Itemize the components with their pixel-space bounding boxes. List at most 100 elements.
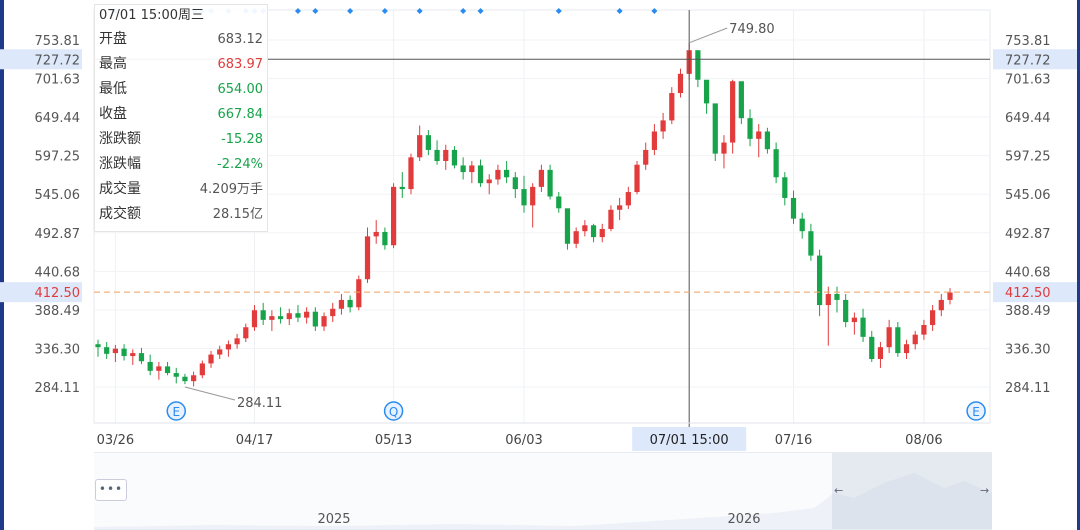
y-tick-label: 492.87: [35, 227, 81, 242]
candle-body: [538, 169, 544, 187]
candle-body: [295, 313, 301, 318]
candle-body: [225, 344, 232, 350]
crosshair-price-tag-right: [993, 49, 1077, 70]
event-diamond-icon: [416, 8, 423, 14]
x-axis: 03/26 04/17 05/13 06/03 07/16 08/06: [94, 422, 990, 448]
candle-body: [912, 334, 918, 345]
candle-body: [834, 293, 840, 300]
time-navigator[interactable]: ← → 2025 2026: [94, 452, 992, 530]
candle-body: [521, 189, 527, 206]
candle-body: [825, 293, 831, 306]
candle-body: [608, 209, 614, 229]
info-value: 28.15亿: [212, 207, 263, 222]
info-value: 683.12: [217, 32, 264, 47]
candle-body: [738, 81, 744, 119]
navigator-mini-chart: ← → 2025 2026: [94, 453, 992, 529]
candle-body: [877, 347, 884, 360]
info-label: 最高: [99, 56, 127, 72]
range-handle-right[interactable]: →: [980, 484, 989, 497]
candle-body: [590, 225, 597, 238]
candle-series: [95, 42, 953, 387]
crosshair-price-tag-left: [0, 49, 82, 70]
info-row: 收盘 667.84: [95, 102, 267, 127]
crosshair-price-label: 727.72: [35, 53, 81, 68]
event-diamond-icon: [312, 8, 319, 14]
candle-body: [269, 316, 275, 320]
candle-body: [364, 236, 371, 280]
range-handle-left[interactable]: ←: [834, 484, 843, 497]
y-tick-label: 440.68: [1005, 265, 1051, 280]
info-value: 654.00: [217, 82, 264, 97]
candle-body: [417, 135, 423, 158]
y-tick-label: 597.25: [1005, 150, 1051, 165]
event-diamond-icon: [651, 8, 658, 14]
candle-body: [703, 79, 710, 104]
candle-body: [582, 225, 588, 232]
candle-body: [573, 231, 579, 244]
candle-body: [443, 149, 449, 162]
info-value: -2.24%: [217, 157, 263, 172]
candle-body: [816, 255, 823, 306]
candle-body: [390, 186, 397, 246]
candle-body: [312, 311, 318, 327]
event-diamond-icon: [294, 8, 301, 14]
candle-body: [756, 131, 762, 139]
y-tick-label: 284.11: [1005, 381, 1051, 396]
event-letter: Q: [389, 405, 398, 419]
candle-body: [138, 353, 145, 362]
candle-body: [564, 208, 571, 244]
info-datetime: 07/01 15:00周三: [99, 8, 205, 23]
event-circle-icon: [166, 401, 186, 421]
info-label: 涨跌幅: [99, 156, 141, 172]
info-label: 涨跌额: [99, 131, 141, 147]
candle-body: [721, 142, 727, 154]
x-tick-label: 08/06: [905, 433, 942, 448]
left-edge-strip: [0, 0, 4, 530]
y-tick-label: 545.06: [35, 188, 81, 203]
more-button[interactable]: •••: [95, 479, 127, 501]
info-value: 4.209万手: [199, 182, 263, 197]
current-price-tag-right: [993, 282, 1077, 303]
candle-body: [182, 376, 188, 382]
candle-body: [330, 308, 336, 317]
candle-body: [234, 338, 240, 345]
candle-body: [130, 353, 136, 357]
candle-body: [643, 149, 649, 165]
x-tick-label: 06/03: [505, 433, 542, 448]
candle-body: [347, 299, 353, 308]
candle-body: [408, 157, 414, 190]
candle-body: [677, 73, 684, 94]
candle-body: [903, 344, 910, 354]
candle-body: [869, 336, 875, 360]
crosshair-price-label: 727.72: [1005, 53, 1051, 68]
candle-body: [504, 169, 510, 178]
ohlc-info-panel: 07/01 15:00周三 开盘 683.12 最高 683.97 最低 654.00 收盘…: [94, 4, 268, 232]
candle-body: [808, 231, 814, 256]
candle-body: [199, 363, 205, 376]
candle-body: [304, 311, 310, 318]
candle-body: [730, 81, 736, 143]
x-tick-label: 04/17: [236, 433, 273, 448]
y-tick-label: 753.81: [1005, 34, 1051, 49]
current-price-tag-left: [0, 282, 82, 303]
candle-body: [625, 192, 631, 206]
candle-body: [634, 164, 640, 193]
candle-body: [164, 366, 171, 374]
candle-body: [477, 165, 484, 184]
x-tick-label: 07/16: [775, 433, 812, 448]
info-label: 最低: [99, 81, 127, 97]
candle-body: [434, 149, 440, 162]
candle-body: [338, 299, 345, 309]
event-diamond-icon: [347, 8, 354, 14]
candle-body: [191, 375, 197, 382]
candle-body: [373, 231, 379, 237]
candle-body: [599, 228, 605, 238]
candle-body: [921, 325, 927, 335]
candle-body: [669, 93, 675, 121]
candle-body: [512, 177, 518, 190]
candle-body: [547, 169, 553, 197]
candle-body: [104, 347, 110, 354]
candle-body: [938, 299, 944, 311]
candle-body: [660, 120, 666, 132]
y-tick-label: 388.49: [35, 304, 81, 319]
